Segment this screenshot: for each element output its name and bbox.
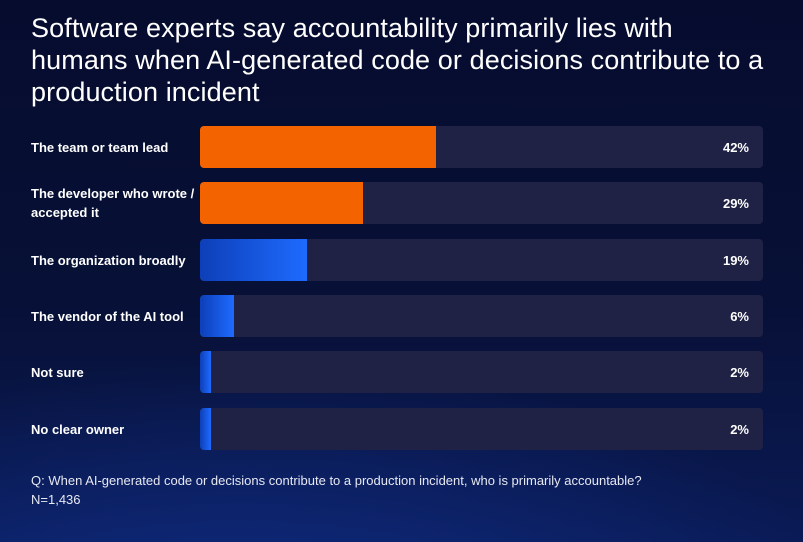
value-label: 6%	[730, 308, 749, 324]
value-label: 29%	[722, 195, 749, 211]
bar-track: 19%	[200, 239, 763, 281]
bar	[200, 126, 437, 168]
bar-track: 2%	[200, 351, 763, 393]
survey-question: Q: When AI-generated code or decisions c…	[31, 473, 642, 488]
value-label: 2%	[730, 421, 749, 437]
sample-size: N=1,436	[31, 492, 81, 507]
bar	[200, 351, 212, 393]
category-label: The organization broadly	[31, 252, 186, 268]
bar-track: 29%	[200, 182, 763, 224]
bar	[200, 239, 307, 281]
value-label: 19%	[722, 252, 749, 268]
bar	[200, 408, 212, 450]
bar-track: 42%	[200, 126, 763, 168]
bar	[200, 295, 234, 337]
value-label: 2%	[730, 364, 749, 380]
category-label: Not sure	[31, 364, 84, 380]
footnote: Q: When AI-generated code or decisions c…	[31, 471, 771, 509]
value-label: 42%	[722, 139, 749, 155]
bar-track: 6%	[200, 295, 763, 337]
category-label: The vendor of the AI tool	[31, 308, 184, 324]
bar	[200, 182, 364, 224]
category-label: The developer who wrote / accepted it	[31, 186, 195, 220]
category-label: No clear owner	[31, 421, 125, 437]
category-label: The team or team lead	[31, 139, 169, 155]
chart-title: Software experts say accountability prim…	[31, 13, 764, 107]
bar-track: 2%	[200, 408, 763, 450]
